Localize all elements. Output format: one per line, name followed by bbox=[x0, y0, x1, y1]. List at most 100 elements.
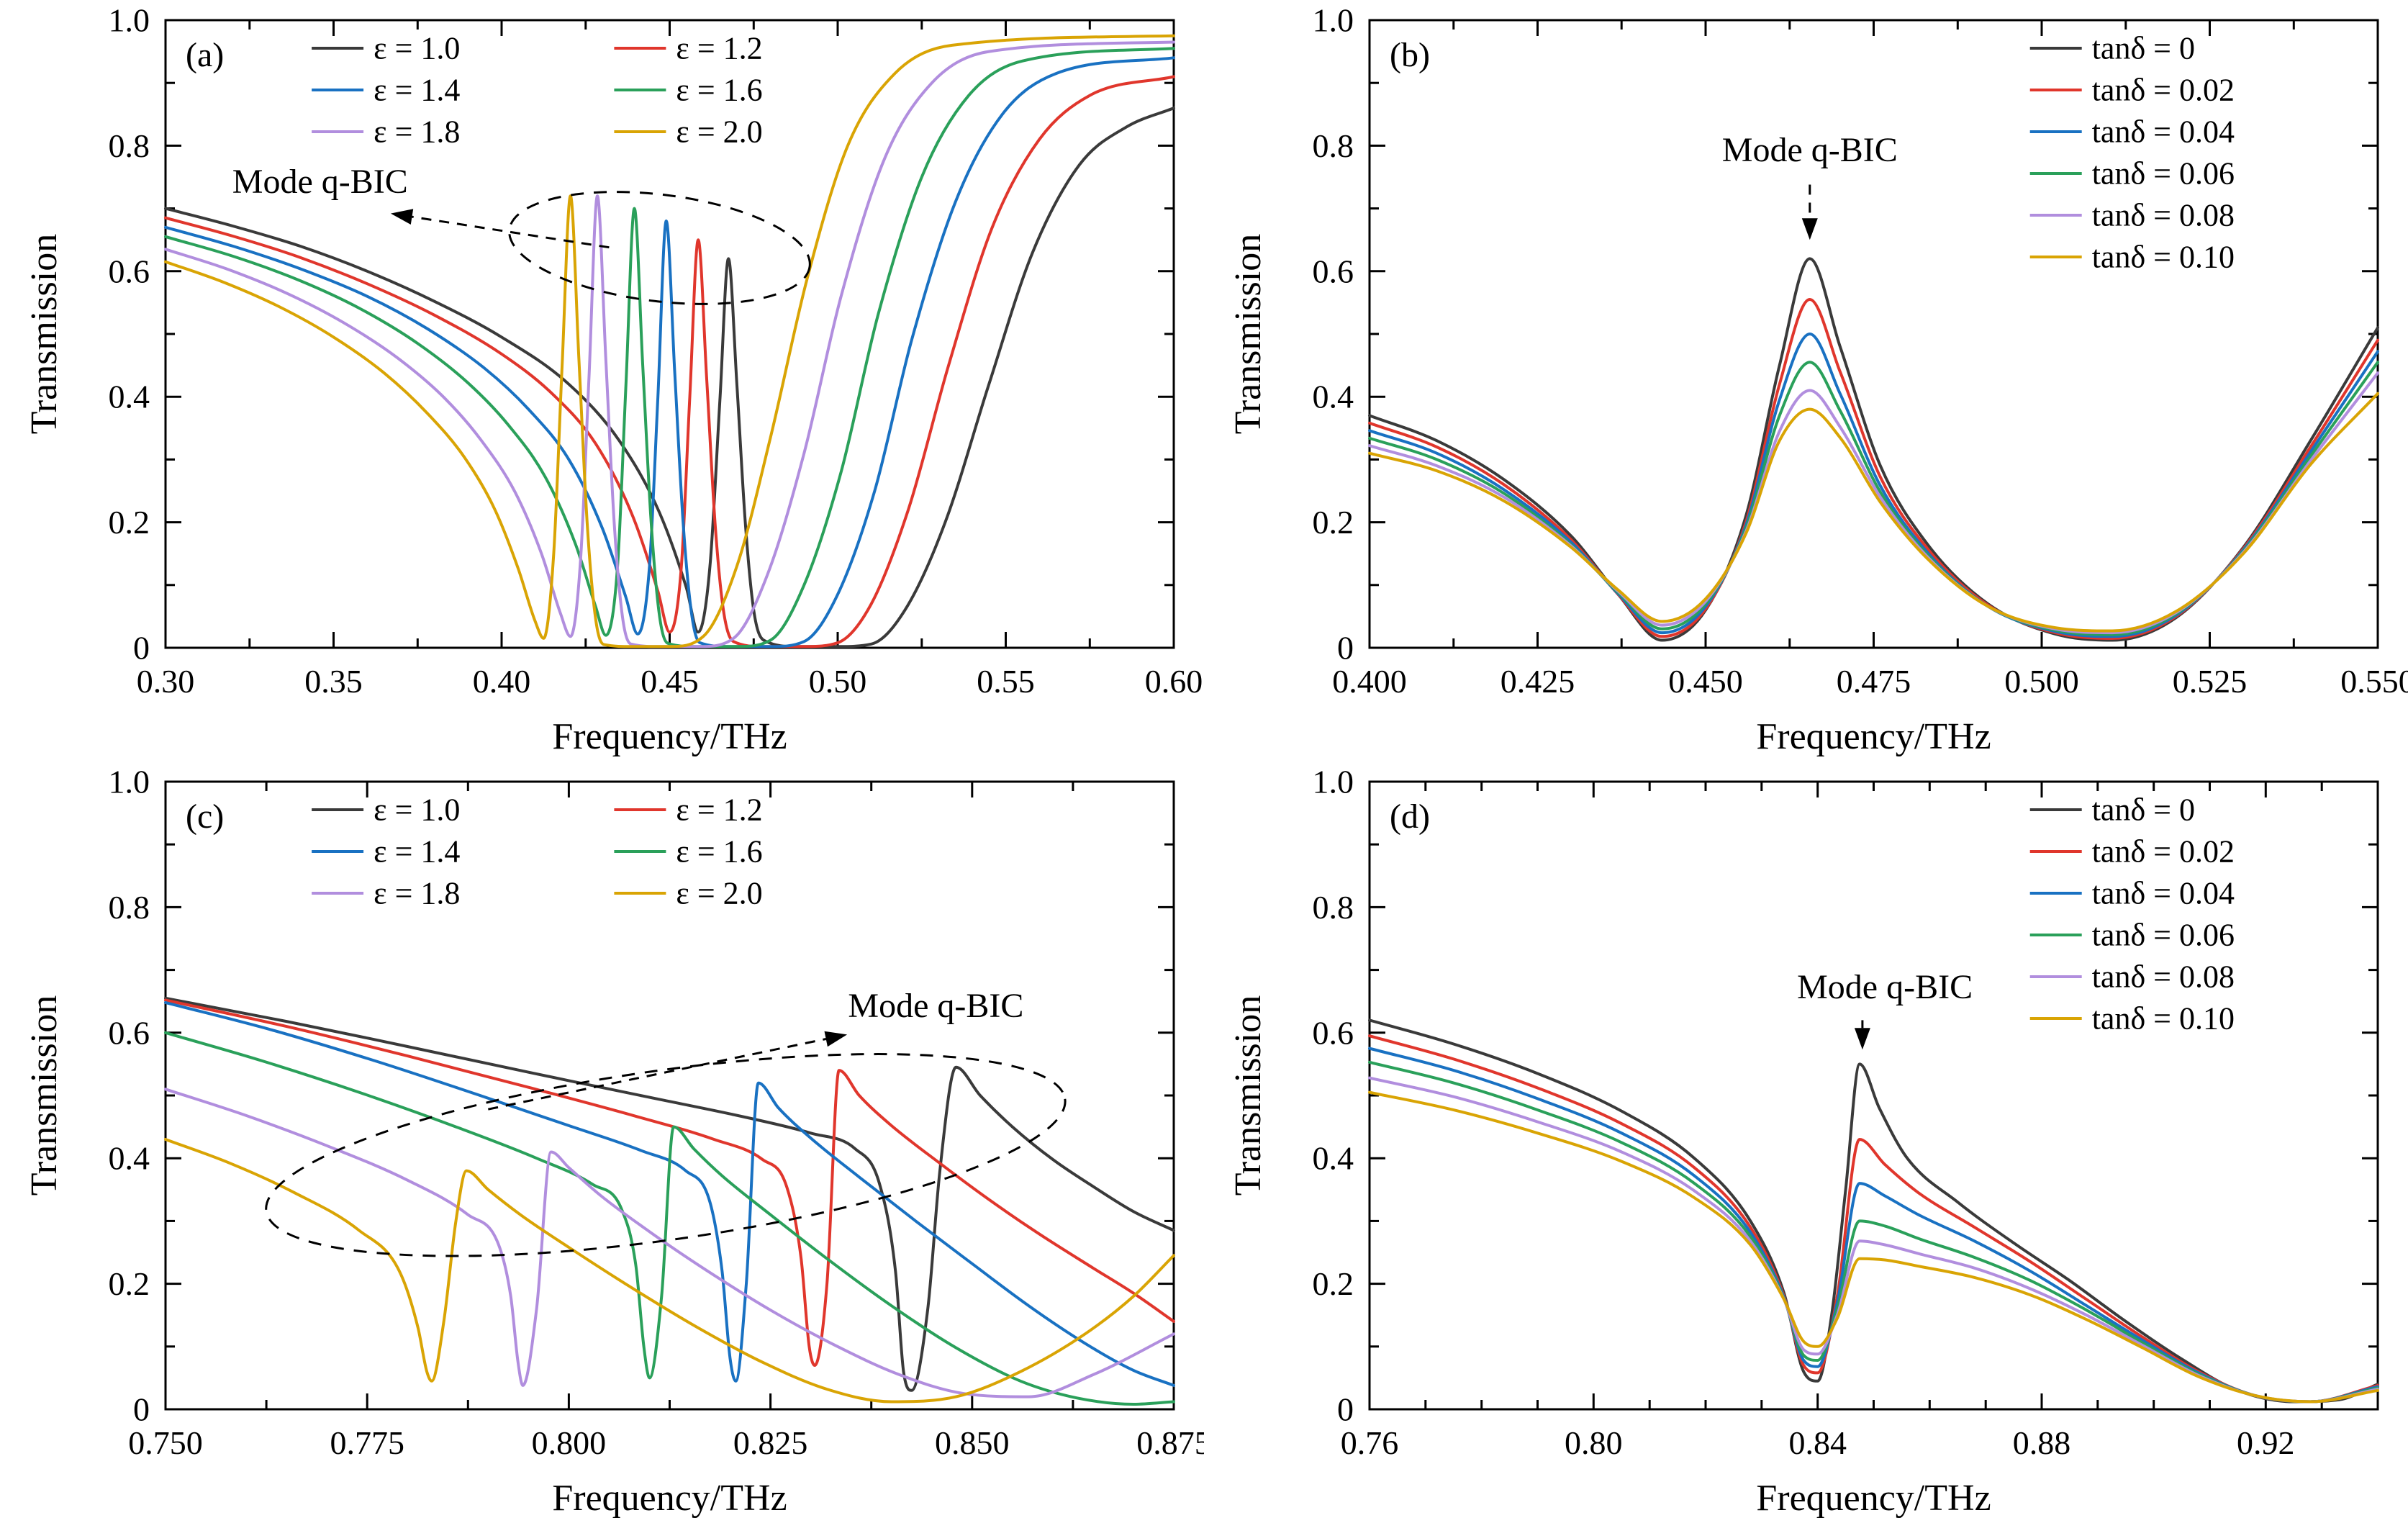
y-tick-label: 1.0 bbox=[1313, 764, 1354, 800]
x-tick-label: 0.425 bbox=[1501, 663, 1575, 700]
series-line-2 bbox=[164, 998, 1175, 1367]
legend-label: tanδ = 0.06 bbox=[2092, 918, 2235, 953]
annotation-arrowhead bbox=[1801, 218, 1818, 240]
annotation-arrowhead bbox=[390, 209, 414, 225]
y-tick-label: 0.6 bbox=[1313, 1014, 1354, 1051]
legend-label: ε = 1.4 bbox=[374, 834, 460, 869]
annotation-arrow-line bbox=[487, 1038, 827, 1111]
y-tick-label: 1.0 bbox=[109, 2, 150, 39]
x-tick-label: 0.92 bbox=[2237, 1424, 2295, 1461]
legend-label: tanδ = 0.04 bbox=[2092, 876, 2235, 911]
legend-label: tanδ = 0.04 bbox=[2092, 114, 2235, 150]
y-tick-label: 0.2 bbox=[109, 504, 150, 541]
legend-label: tanδ = 0.02 bbox=[2092, 73, 2235, 108]
panel-c: 0.750 0.775 0.800 0.825 0.850 0.875 0 0.2 0.4 0.6… bbox=[0, 762, 1204, 1523]
legend-label: ε = 1.8 bbox=[374, 114, 460, 150]
series-line-3 bbox=[1368, 1047, 2379, 1404]
series-line-5 bbox=[164, 40, 1175, 648]
series-line-2 bbox=[1368, 1034, 2379, 1404]
x-tick-label: 0.800 bbox=[532, 1424, 607, 1461]
x-tick-label: 0.60 bbox=[1145, 663, 1203, 700]
y-axis-title: Transmission bbox=[1228, 234, 1269, 434]
x-tick-label: 0.80 bbox=[1565, 1424, 1623, 1461]
x-tick-label: 0.525 bbox=[2173, 663, 2248, 700]
legend-label: ε = 2.0 bbox=[676, 114, 762, 150]
y-axis-title: Transmission bbox=[24, 995, 65, 1196]
legend-label: ε = 1.0 bbox=[374, 792, 460, 828]
y-tick-label: 0.8 bbox=[109, 889, 150, 926]
x-axis-title: Frequency/THz bbox=[552, 1478, 787, 1519]
x-axis-title: Frequency/THz bbox=[552, 716, 787, 757]
x-tick-label: 0.45 bbox=[641, 663, 699, 700]
legend-label: ε = 1.2 bbox=[676, 792, 762, 828]
x-tick-label: 0.50 bbox=[809, 663, 867, 700]
y-tick-label: 0.2 bbox=[109, 1265, 150, 1302]
series-line-5 bbox=[164, 1088, 1175, 1398]
annotation-text: Mode q-BIC bbox=[1797, 968, 1973, 1006]
x-tick-label: 0.825 bbox=[733, 1424, 808, 1461]
panel-label: (b) bbox=[1390, 36, 1430, 74]
series-line-4 bbox=[1368, 1060, 2379, 1404]
x-tick-label: 0.40 bbox=[473, 663, 531, 700]
legend-label: ε = 1.0 bbox=[374, 31, 460, 66]
x-tick-label: 0.750 bbox=[128, 1424, 203, 1461]
x-tick-label: 0.400 bbox=[1332, 663, 1407, 700]
legend-label: ε = 1.6 bbox=[676, 834, 762, 869]
y-tick-label: 0.4 bbox=[109, 379, 150, 415]
y-axis-title: Transmission bbox=[1228, 995, 1269, 1196]
series-line-4 bbox=[164, 1031, 1175, 1406]
x-tick-label: 0.30 bbox=[137, 663, 195, 700]
chart-panel-c: 0.750 0.775 0.800 0.825 0.850 0.875 0 0.2 0.4 0.6… bbox=[24, 764, 1204, 1519]
legend-label: tanδ = 0.02 bbox=[2092, 834, 2235, 869]
series-line-3 bbox=[164, 56, 1175, 648]
y-tick-label: 0 bbox=[133, 1391, 150, 1428]
y-tick-label: 1.0 bbox=[109, 764, 150, 800]
panel-label: (d) bbox=[1390, 797, 1430, 836]
legend-label: ε = 1.2 bbox=[676, 31, 762, 66]
x-tick-label: 0.475 bbox=[1837, 663, 1911, 700]
y-tick-label: 0.6 bbox=[109, 1014, 150, 1051]
x-tick-label: 0.450 bbox=[1668, 663, 1743, 700]
panel-label: (c) bbox=[186, 797, 224, 836]
x-tick-label: 0.84 bbox=[1788, 1424, 1847, 1461]
series-line-1 bbox=[1368, 257, 2379, 642]
y-tick-label: 0 bbox=[133, 630, 150, 666]
panel-b: 0.400 0.425 0.450 0.475 0.500 0.525 0.550 0 0.2 0… bbox=[1204, 0, 2408, 762]
series-line-6 bbox=[1368, 392, 2379, 633]
panel-d: 0.76 0.80 0.84 0.88 0.92 0 0.2 0.4 0.6 0.8 1.0 Freq… bbox=[1204, 762, 2408, 1523]
y-tick-label: 0.8 bbox=[109, 127, 150, 164]
legend-label: tanδ = 0.08 bbox=[2092, 959, 2235, 995]
x-tick-label: 0.55 bbox=[977, 663, 1035, 700]
panel-a: 0.30 0.35 0.40 0.45 0.50 0.55 0.60 0 0.2 0.4 0.6 0.… bbox=[0, 0, 1204, 762]
panel-label: (a) bbox=[186, 36, 224, 74]
x-tick-label: 0.35 bbox=[304, 663, 363, 700]
y-tick-label: 0.6 bbox=[1313, 253, 1354, 289]
series-line-1 bbox=[1368, 1018, 2379, 1404]
legend-label: ε = 2.0 bbox=[676, 876, 762, 911]
series-line-6 bbox=[164, 34, 1175, 648]
annotation-arrow-line bbox=[412, 215, 610, 249]
y-tick-label: 0.8 bbox=[1313, 889, 1354, 926]
series-line-2 bbox=[164, 75, 1175, 648]
annotation-arrowhead bbox=[1854, 1028, 1870, 1050]
series-line-6 bbox=[1368, 1090, 2379, 1404]
x-tick-label: 0.875 bbox=[1136, 1424, 1204, 1461]
x-tick-label: 0.76 bbox=[1341, 1424, 1399, 1461]
x-axis-title: Frequency/THz bbox=[1756, 716, 1991, 757]
y-tick-label: 0.8 bbox=[1313, 127, 1354, 164]
x-tick-label: 0.88 bbox=[2013, 1424, 2071, 1461]
series-line-3 bbox=[164, 1000, 1175, 1387]
legend-label: tanδ = 0.10 bbox=[2092, 1001, 2235, 1036]
annotation-text: Mode q-BIC bbox=[232, 163, 408, 201]
x-tick-label: 0.550 bbox=[2340, 663, 2408, 700]
y-tick-label: 0.6 bbox=[109, 253, 150, 289]
series-line-5 bbox=[1368, 1076, 2379, 1404]
legend-label: ε = 1.8 bbox=[374, 876, 460, 911]
y-tick-label: 0 bbox=[1337, 630, 1354, 666]
y-tick-label: 0.4 bbox=[1313, 1140, 1354, 1177]
y-tick-label: 0.4 bbox=[1313, 379, 1354, 415]
annotation-ellipse bbox=[265, 1053, 1067, 1257]
legend-label: tanδ = 0.10 bbox=[2092, 240, 2235, 275]
y-tick-label: 0.2 bbox=[1313, 504, 1354, 541]
